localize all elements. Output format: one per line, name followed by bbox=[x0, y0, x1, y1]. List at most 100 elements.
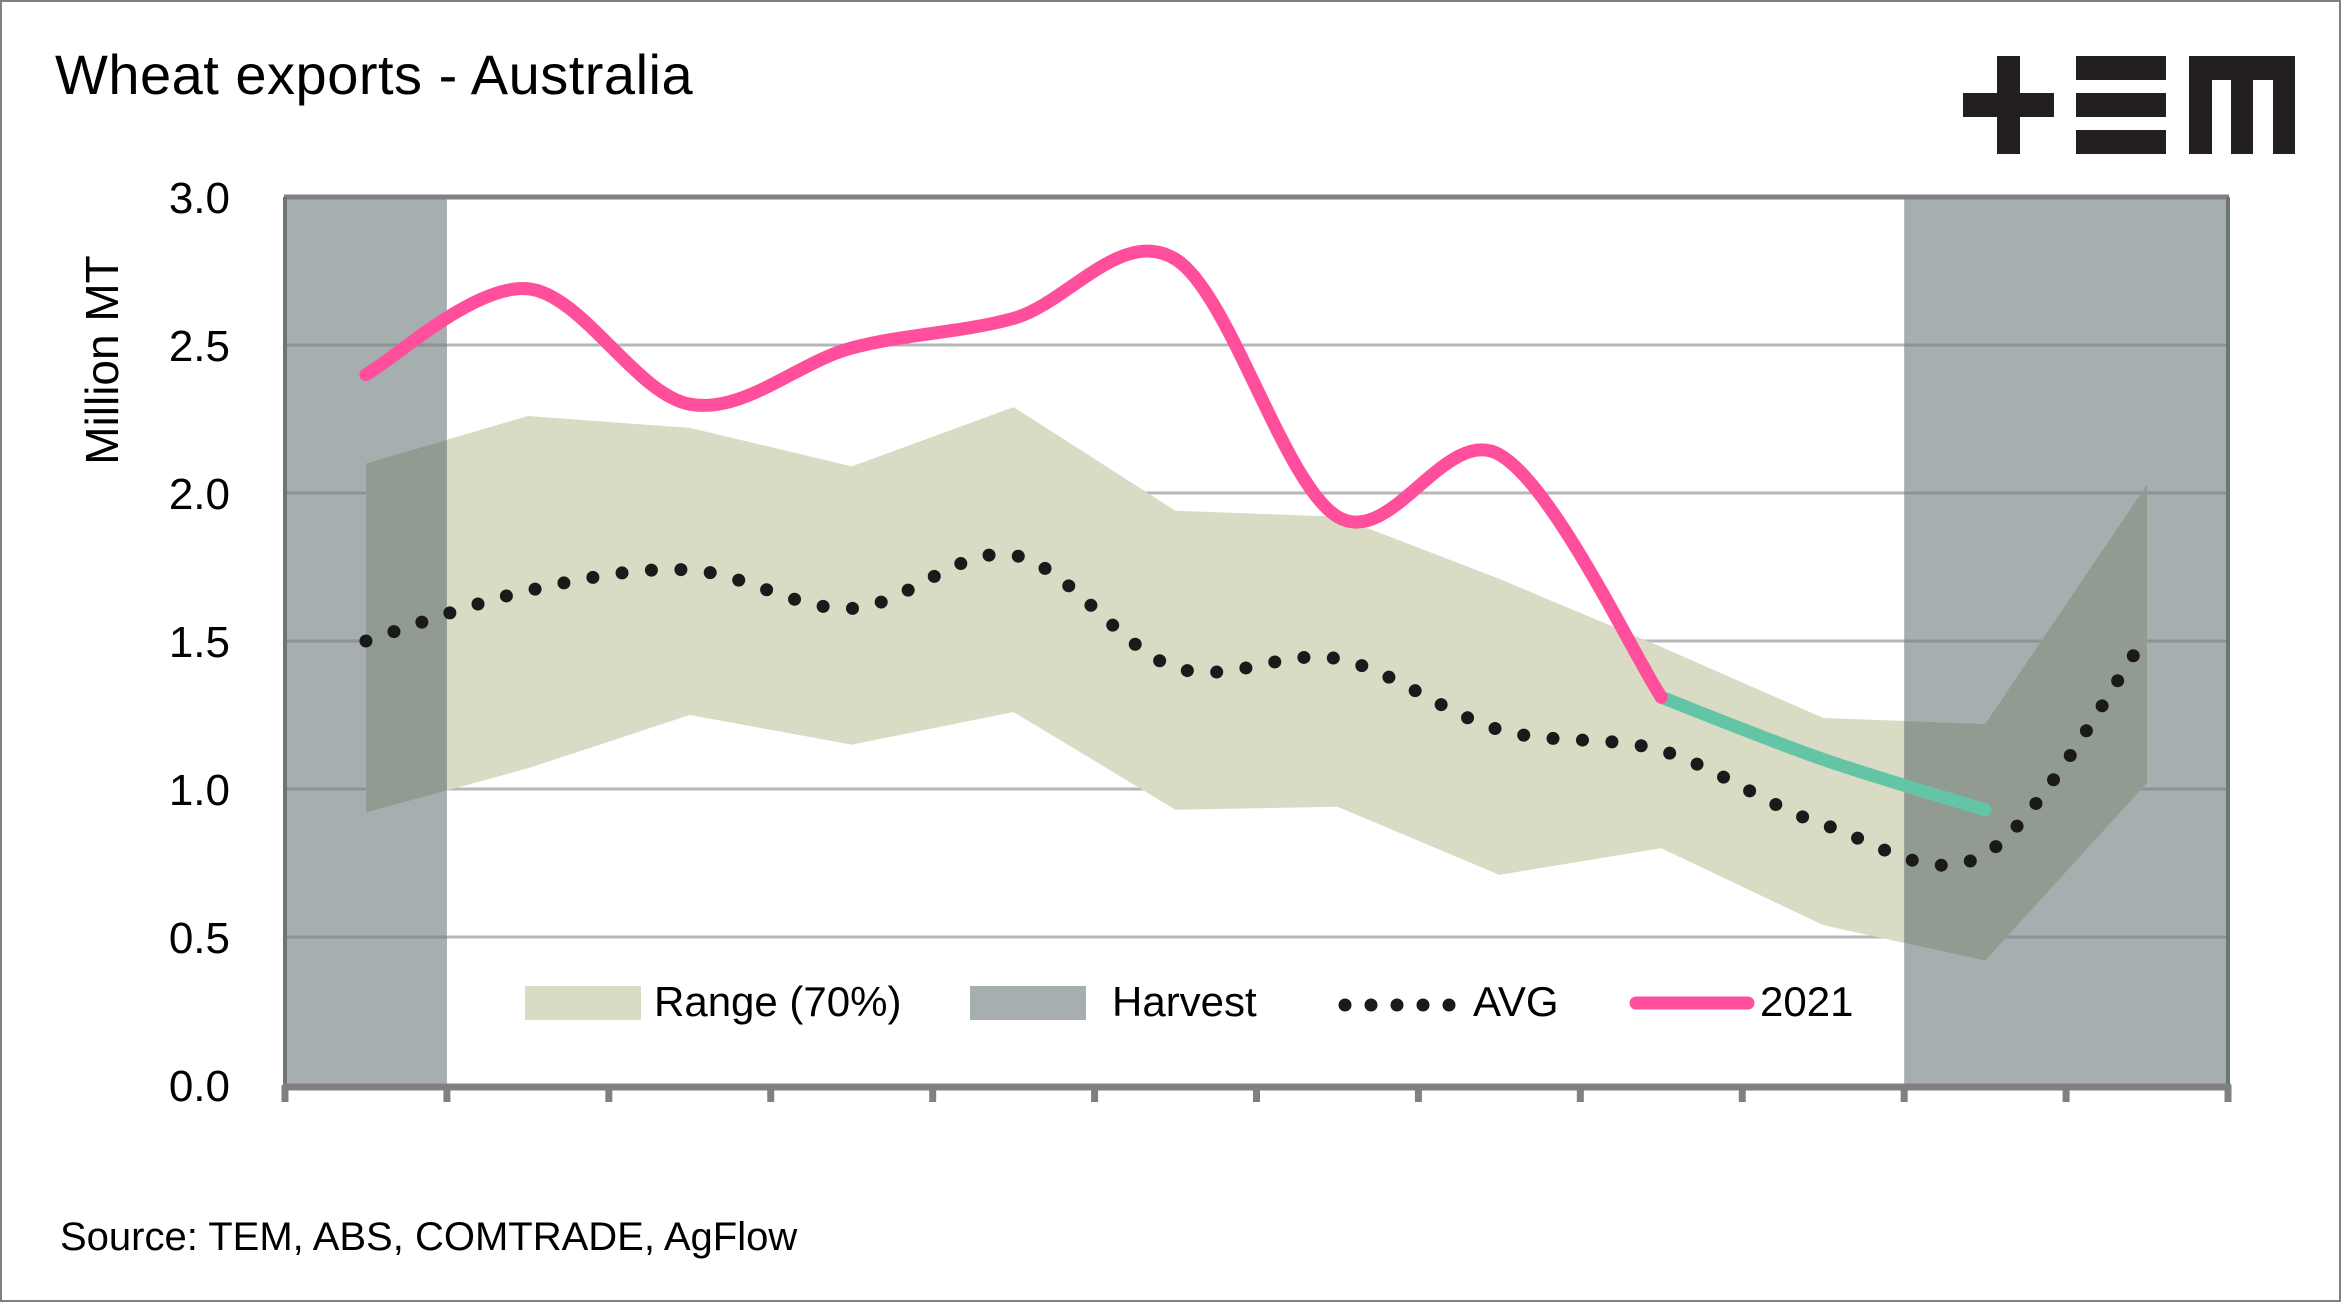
y-tick-label: 3.0 bbox=[169, 174, 230, 223]
avg-dot bbox=[901, 583, 915, 597]
chart-title: Wheat exports - Australia bbox=[55, 43, 694, 106]
avg-dot bbox=[732, 573, 746, 587]
avg-dot bbox=[1434, 698, 1448, 712]
avg-dot bbox=[1128, 637, 1142, 651]
avg-dot bbox=[2111, 674, 2125, 688]
avg-dot bbox=[1796, 810, 1810, 824]
legend-range-swatch bbox=[525, 986, 641, 1020]
avg-dot bbox=[1905, 853, 1919, 867]
avg-dot bbox=[499, 589, 513, 603]
y-tick-label: 1.5 bbox=[169, 618, 230, 667]
avg-dot bbox=[1106, 618, 1120, 632]
y-tick-label: 2.5 bbox=[169, 322, 230, 371]
avg-dot bbox=[1011, 549, 1025, 563]
legend-avg-dots bbox=[1338, 998, 1456, 1012]
avg-dot bbox=[1153, 654, 1167, 668]
equals-bars-icon bbox=[2076, 56, 2166, 154]
avg-dot bbox=[415, 615, 429, 629]
avg-dot bbox=[1605, 735, 1619, 749]
legend-avg-label: AVG bbox=[1473, 978, 1559, 1025]
avg-dot bbox=[2126, 649, 2140, 663]
avg-dot bbox=[1180, 664, 1194, 678]
avg-dot bbox=[1769, 797, 1783, 811]
avg-dot bbox=[1461, 711, 1475, 725]
legend-harvest-swatch bbox=[970, 986, 1086, 1020]
y-tick-label: 1.0 bbox=[169, 766, 230, 815]
avg-dot bbox=[1517, 728, 1531, 742]
avg-dot bbox=[2047, 773, 2061, 787]
avg-dot bbox=[1717, 770, 1731, 784]
avg-dot bbox=[1038, 561, 1052, 575]
avg-dot bbox=[1634, 739, 1648, 753]
avg-dot bbox=[674, 563, 688, 577]
avg-dot bbox=[1963, 854, 1977, 868]
legend-avg-dot bbox=[1364, 998, 1378, 1012]
avg-dot bbox=[1743, 784, 1757, 798]
avg-dot bbox=[1210, 665, 1224, 679]
avg-dot bbox=[1297, 650, 1311, 664]
avg-dot bbox=[615, 566, 629, 580]
tem-logo bbox=[1963, 56, 2298, 154]
legend-avg-dot bbox=[1442, 998, 1456, 1012]
avg-dot bbox=[703, 566, 717, 580]
avg-dot bbox=[1989, 840, 2003, 854]
avg-dot bbox=[528, 582, 542, 596]
avg-dot bbox=[954, 557, 968, 571]
avg-dot bbox=[1546, 731, 1560, 745]
avg-dot bbox=[1690, 757, 1704, 771]
avg-dot bbox=[557, 576, 571, 590]
plus-icon bbox=[1963, 56, 2054, 154]
series-2021-recent-line bbox=[1654, 690, 1992, 817]
series-2021-join bbox=[1654, 690, 1668, 704]
m-block-icon bbox=[2189, 56, 2295, 154]
avg-dot bbox=[443, 606, 457, 620]
avg-dot bbox=[2095, 699, 2109, 713]
avg-dot bbox=[2063, 748, 2077, 762]
legend-harvest-label: Harvest bbox=[1112, 978, 1257, 1025]
avg-dot bbox=[1355, 659, 1369, 673]
avg-dot bbox=[816, 599, 830, 613]
avg-dot bbox=[1239, 661, 1253, 675]
avg-dot bbox=[1823, 820, 1837, 834]
avg-dot bbox=[1382, 670, 1396, 684]
legend-2021-label: 2021 bbox=[1760, 978, 1853, 1025]
source-note: Source: TEM, ABS, COMTRADE, AgFlow bbox=[60, 1215, 798, 1259]
range-harvest-overlap bbox=[365, 439, 447, 813]
avg-dot bbox=[2010, 819, 2024, 833]
avg-dot bbox=[1934, 858, 1948, 872]
legend-avg-dot bbox=[1390, 998, 1404, 1012]
y-tick-label: 2.0 bbox=[169, 470, 230, 519]
y-tick-label: 0.5 bbox=[169, 914, 230, 963]
avg-dot bbox=[760, 583, 774, 597]
avg-dot bbox=[586, 570, 600, 584]
avg-dot bbox=[845, 601, 859, 615]
avg-dot bbox=[1268, 655, 1282, 669]
avg-dot bbox=[927, 569, 941, 583]
avg-dot bbox=[2029, 796, 2043, 810]
avg-dot bbox=[2079, 724, 2093, 738]
avg-dot bbox=[1488, 721, 1502, 735]
avg-dot bbox=[1575, 733, 1589, 747]
y-axis-label: Million MT bbox=[76, 255, 128, 465]
avg-dot bbox=[874, 595, 888, 609]
avg-dot bbox=[1663, 746, 1677, 760]
avg-dot bbox=[359, 634, 373, 648]
avg-dot bbox=[387, 625, 401, 639]
series-2021-line bbox=[359, 244, 1668, 704]
range-area bbox=[365, 407, 2148, 961]
avg-dot bbox=[1851, 831, 1865, 845]
avg-dot bbox=[788, 592, 802, 606]
avg-dot bbox=[982, 548, 996, 562]
legend-avg-dot bbox=[1416, 998, 1430, 1012]
avg-dot bbox=[1878, 843, 1892, 857]
y-tick-label: 0.0 bbox=[169, 1062, 230, 1111]
avg-dot bbox=[1084, 598, 1098, 612]
legend-avg-dot bbox=[1338, 998, 1352, 1012]
avg-dot bbox=[1326, 651, 1340, 665]
legend: Range (70%) Harvest AVG 2021 bbox=[525, 978, 1853, 1025]
avg-dot bbox=[1062, 579, 1076, 593]
legend-range-label: Range (70%) bbox=[654, 978, 901, 1025]
avg-dot bbox=[471, 597, 485, 611]
